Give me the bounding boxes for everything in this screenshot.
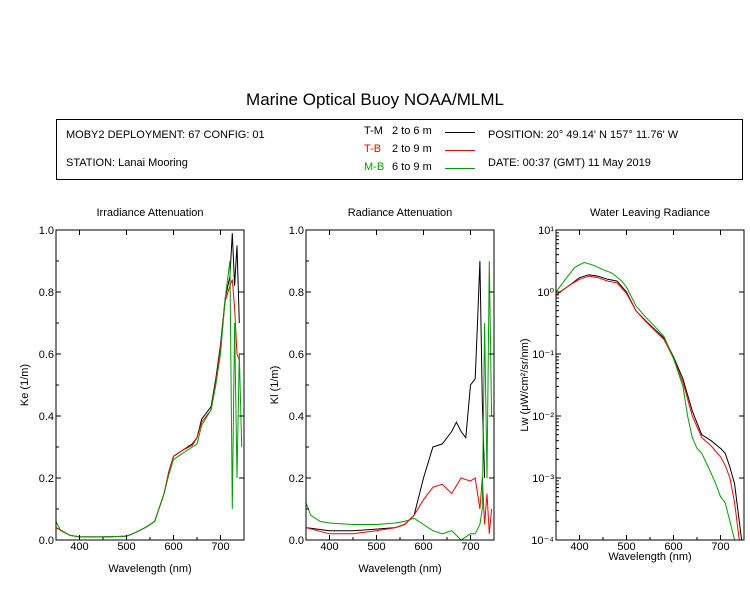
x-axis-label: Wavelength (nm) [608, 551, 691, 563]
deployment-text: MOBY2 DEPLOYMENT: 67 CONFIG: 01 [66, 129, 265, 141]
legend-range: 2 to 6 m [392, 125, 432, 137]
y-tick-label: 1.0 [289, 225, 304, 237]
y-tick-label: 0.8 [39, 287, 54, 299]
x-tick-label: 700 [461, 541, 479, 553]
legend-line-t-m [445, 132, 475, 133]
x-tick-label: 700 [711, 541, 729, 553]
chart-title: Radiance Attenuation [348, 207, 453, 219]
y-tick-label: 0.2 [39, 473, 54, 485]
y-tick-label: 0.2 [289, 473, 304, 485]
x-axis-label: Wavelength (nm) [108, 563, 191, 575]
x-tick-label: 600 [164, 541, 182, 553]
x-tick-label: 700 [211, 541, 229, 553]
chart-water-leaving: Water Leaving Radiance 400 500 600 700 10⁻⁴ 10… [519, 207, 745, 563]
date-text: DATE: 00:37 (GMT) 11 May 2019 [488, 157, 651, 169]
legend-code: M-B [364, 161, 385, 173]
legend-line-m-b [445, 168, 475, 169]
x-tick-label: 400 [70, 541, 88, 553]
series-line-t-b [556, 275, 740, 540]
x-tick-label: 400 [570, 541, 588, 553]
y-axis-label: Kl (1/m) [269, 366, 281, 405]
series-line-m-b [556, 261, 736, 540]
y-tick-label: 1.0 [39, 225, 54, 237]
legend-range: 2 to 9 m [392, 143, 432, 155]
y-tick-label: 0.4 [289, 411, 304, 423]
series-line-m-b [306, 260, 493, 540]
legend-range: 6 to 9 m [392, 161, 432, 173]
y-tick-label: 0.0 [289, 535, 304, 547]
plot-frame [305, 229, 495, 541]
y-tick-label: 10⁰ [537, 287, 554, 299]
legend-code: T-M [364, 125, 383, 137]
legend-line-t-b [445, 150, 475, 151]
station-text: STATION: Lanai Mooring [66, 157, 188, 169]
chart-radiance: Radiance Attenuation 400 500 600 700 0.0 0.2 0.… [269, 207, 495, 575]
y-axis-label: Ke (1/m) [19, 364, 31, 406]
x-tick-label: 500 [617, 541, 635, 553]
page-title: Marine Optical Buoy NOAA/MLML [246, 90, 504, 109]
chart-irradiance: Irradiance Attenuation 400 500 600 700 0.0 0.2… [19, 207, 245, 575]
y-tick-label: 10⁻⁴ [531, 535, 554, 547]
x-axis-label: Wavelength (nm) [358, 563, 441, 575]
series-line-t-m [556, 274, 743, 540]
y-tick-label: 10¹ [538, 225, 554, 237]
legend-code: T-B [364, 143, 382, 155]
series-line-t-m [56, 233, 240, 538]
x-tick-label: 400 [320, 541, 338, 553]
info-box: MOBY2 DEPLOYMENT: 67 CONFIG: 01 STATION:… [56, 119, 743, 180]
y-axis-label: Lw (μW/cm²/sr/nm) [519, 338, 531, 431]
series-line-m-b [56, 260, 243, 538]
y-tick-label: 0.0 [39, 535, 54, 547]
y-tick-label: 0.4 [39, 411, 54, 423]
chart-title: Irradiance Attenuation [96, 207, 203, 219]
x-tick-label: 500 [367, 541, 385, 553]
y-tick-label: 10⁻³ [532, 473, 554, 485]
y-tick-label: 10⁻² [532, 411, 554, 423]
position-text: POSITION: 20° 49.14' N 157° 11.76' W [488, 129, 679, 141]
series-line-t-m [306, 260, 486, 532]
y-tick-label: 0.6 [39, 349, 54, 361]
y-tick-label: 0.6 [289, 349, 304, 361]
x-tick-label: 600 [664, 541, 682, 553]
series-line-t-b [306, 477, 493, 535]
x-tick-label: 600 [414, 541, 432, 553]
y-tick-label: 10⁻¹ [532, 349, 554, 361]
x-tick-label: 500 [117, 541, 135, 553]
chart-title: Water Leaving Radiance [590, 207, 710, 219]
y-tick-label: 0.8 [289, 287, 304, 299]
